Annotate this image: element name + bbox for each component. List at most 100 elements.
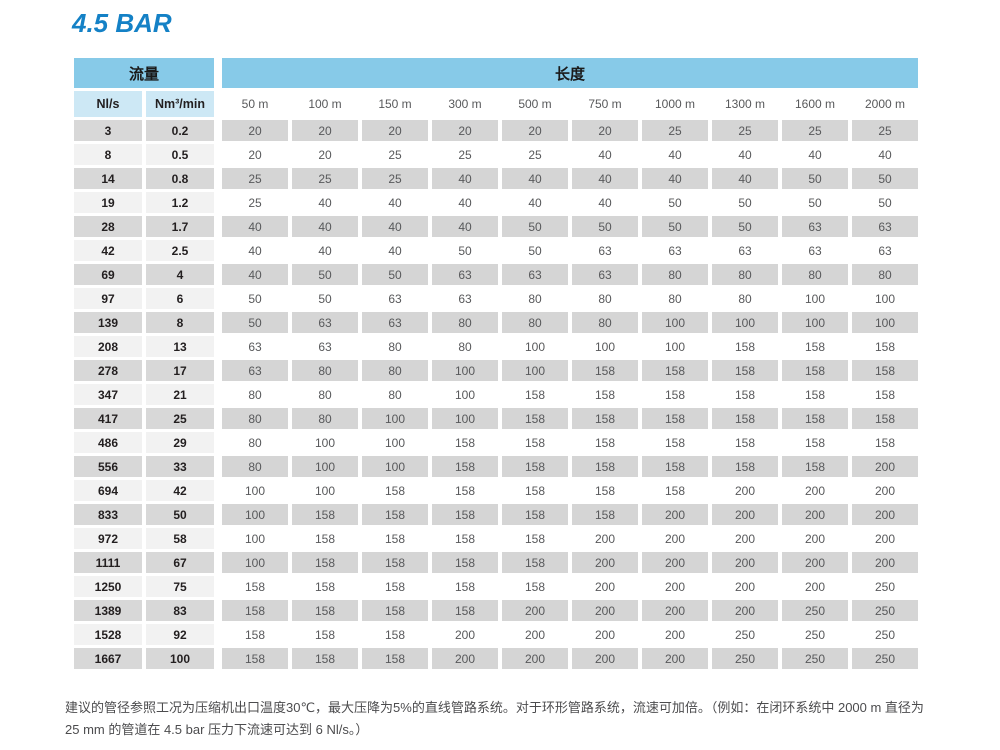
- diameter-value-cell: 80: [222, 408, 288, 429]
- diameter-value-cell: 20: [222, 120, 288, 141]
- diameter-value-cell: 200: [642, 552, 708, 573]
- diameter-value-cell: 100: [712, 312, 778, 333]
- diameter-value-cell: 100: [502, 360, 568, 381]
- diameter-value-cell: 158: [572, 360, 638, 381]
- diameter-value-cell: 80: [222, 432, 288, 453]
- diameter-value-cell: 158: [432, 576, 498, 597]
- diameter-value-cell: 80: [642, 264, 708, 285]
- diameter-value-cell: 200: [712, 528, 778, 549]
- diameter-value-cell: 100: [642, 336, 708, 357]
- diameter-value-cell: 158: [572, 408, 638, 429]
- diameter-value-cell: 200: [502, 648, 568, 669]
- diameter-value-cell: 63: [782, 216, 848, 237]
- diameter-value-cell: 100: [502, 336, 568, 357]
- diameter-value-cell: 63: [502, 264, 568, 285]
- diameter-value-cell: 250: [852, 624, 918, 645]
- diameter-value-cell: 40: [852, 144, 918, 165]
- diameter-value-cell: 25: [852, 120, 918, 141]
- table-row: 972 58 100 158 158 158 158 200 200 200 200 200: [74, 528, 918, 549]
- diameter-value-cell: 100: [222, 528, 288, 549]
- table-row: 14 0.8 25 25 25 40 40 40 40 40 50 50: [74, 168, 918, 189]
- diameter-value-cell: 250: [782, 624, 848, 645]
- diameter-value-cell: 50: [642, 216, 708, 237]
- diameter-value-cell: 63: [362, 288, 428, 309]
- diameter-value-cell: 158: [712, 360, 778, 381]
- flow-nls-cell: 278: [74, 360, 142, 381]
- diameter-value-cell: 158: [712, 336, 778, 357]
- diameter-value-cell: 25: [222, 192, 288, 213]
- diameter-value-cell: 158: [782, 432, 848, 453]
- diameter-value-cell: 158: [292, 504, 358, 525]
- diameter-value-cell: 25: [362, 168, 428, 189]
- flow-nm3min-cell: 1.2: [146, 192, 214, 213]
- diameter-value-cell: 158: [292, 624, 358, 645]
- diameter-value-cell: 80: [572, 312, 638, 333]
- diameter-value-cell: 100: [642, 312, 708, 333]
- length-column-header-3: 300 m: [432, 91, 498, 117]
- diameter-value-cell: 100: [292, 480, 358, 501]
- diameter-value-cell: 158: [362, 528, 428, 549]
- flow-nls-cell: 556: [74, 456, 142, 477]
- diameter-value-cell: 158: [642, 432, 708, 453]
- flow-nls-cell: 69: [74, 264, 142, 285]
- diameter-value-cell: 200: [572, 648, 638, 669]
- length-column-header-5: 750 m: [572, 91, 638, 117]
- diameter-value-cell: 63: [432, 264, 498, 285]
- flow-nls-cell: 97: [74, 288, 142, 309]
- diameter-value-cell: 200: [782, 552, 848, 573]
- diameter-value-cell: 158: [642, 408, 708, 429]
- diameter-value-cell: 200: [712, 504, 778, 525]
- flow-nm3min-cell: 1.7: [146, 216, 214, 237]
- diameter-value-cell: 158: [362, 576, 428, 597]
- diameter-value-cell: 158: [502, 552, 568, 573]
- flow-nls-cell: 347: [74, 384, 142, 405]
- diameter-value-cell: 158: [852, 360, 918, 381]
- diameter-value-cell: 100: [432, 360, 498, 381]
- diameter-value-cell: 158: [642, 456, 708, 477]
- diameter-value-cell: 80: [432, 312, 498, 333]
- table-row: 8 0.5 20 20 25 25 25 40 40 40 40 40: [74, 144, 918, 165]
- diameter-value-cell: 200: [852, 480, 918, 501]
- diameter-value-cell: 50: [642, 192, 708, 213]
- diameter-value-cell: 80: [292, 408, 358, 429]
- length-column-header-0: 50 m: [222, 91, 288, 117]
- diameter-value-cell: 250: [782, 648, 848, 669]
- diameter-value-cell: 158: [642, 384, 708, 405]
- page-title: 4.5 BAR: [72, 8, 172, 38]
- table-row: 97 6 50 50 63 63 80 80 80 80 100 100: [74, 288, 918, 309]
- diameter-value-cell: 50: [502, 240, 568, 261]
- diameter-value-cell: 200: [782, 528, 848, 549]
- diameter-value-cell: 80: [852, 264, 918, 285]
- flow-nm3min-cell: 13: [146, 336, 214, 357]
- table-row: 28 1.7 40 40 40 40 50 50 50 50 63 63: [74, 216, 918, 237]
- diameter-value-cell: 158: [222, 576, 288, 597]
- diameter-value-cell: 158: [362, 600, 428, 621]
- table-row: 42 2.5 40 40 40 50 50 63 63 63 63 63: [74, 240, 918, 261]
- diameter-value-cell: 200: [852, 504, 918, 525]
- diameter-value-cell: 100: [572, 336, 638, 357]
- diameter-value-cell: 50: [502, 216, 568, 237]
- diameter-value-cell: 100: [782, 312, 848, 333]
- diameter-value-cell: 158: [502, 480, 568, 501]
- diameter-value-cell: 158: [712, 384, 778, 405]
- diameter-value-cell: 200: [642, 624, 708, 645]
- diameter-value-cell: 200: [782, 480, 848, 501]
- diameter-value-cell: 200: [712, 480, 778, 501]
- diameter-value-cell: 250: [712, 624, 778, 645]
- diameter-value-cell: 40: [222, 264, 288, 285]
- table-row: 833 50 100 158 158 158 158 158 200 200 200 200: [74, 504, 918, 525]
- diameter-value-cell: 158: [502, 504, 568, 525]
- diameter-value-cell: 40: [642, 144, 708, 165]
- flow-group-header: 流量: [74, 58, 214, 88]
- diameter-value-cell: 158: [782, 336, 848, 357]
- flow-nm3min-cell: 75: [146, 576, 214, 597]
- diameter-value-cell: 20: [362, 120, 428, 141]
- table-row: 1389 83 158 158 158 158 200 200 200 200 250 250: [74, 600, 918, 621]
- diameter-value-cell: 200: [502, 600, 568, 621]
- diameter-value-cell: 63: [852, 216, 918, 237]
- diameter-value-cell: 200: [642, 504, 708, 525]
- diameter-value-cell: 25: [362, 144, 428, 165]
- diameter-value-cell: 40: [432, 168, 498, 189]
- flow-nm3min-cell: 50: [146, 504, 214, 525]
- flow-nls-cell: 1250: [74, 576, 142, 597]
